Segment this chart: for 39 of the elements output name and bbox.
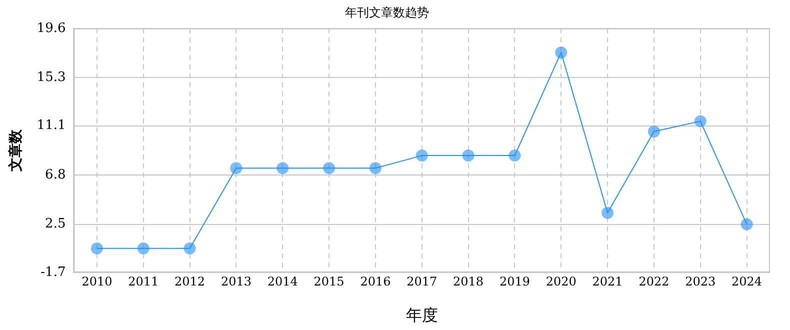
point (184, 242, 196, 254)
y-tick-label: 15.3 (36, 70, 66, 86)
point (369, 162, 382, 174)
y-tick-label: -1.7 (40, 264, 66, 280)
x-tick-label: 2014 (267, 274, 298, 289)
x-tick-label: 2012 (174, 274, 206, 289)
x-tick-label: 2023 (685, 274, 716, 289)
x-tick-label: 2022 (638, 274, 670, 289)
x-tick-label: 2010 (82, 274, 112, 289)
point (462, 150, 474, 162)
x-tick-label: 2021 (592, 274, 623, 289)
point (508, 150, 521, 162)
point (137, 242, 150, 254)
point (276, 162, 289, 174)
y-tick-label: 6.8 (45, 167, 66, 182)
x-tick-label: 2013 (220, 274, 252, 289)
y-axis-title: 文章数 (7, 128, 24, 172)
point (230, 162, 242, 174)
y-tick-label: 2.5 (45, 216, 66, 232)
point (90, 242, 103, 254)
point (555, 46, 568, 58)
x-tick-label: 2020 (546, 274, 576, 289)
x-tick-label: 2019 (499, 274, 530, 289)
point (602, 206, 614, 219)
y-tick-label: 11.1 (36, 118, 66, 134)
x-tick-label: 2018 (453, 274, 484, 289)
x-axis-title: 年度 (406, 306, 438, 325)
x-tick-label: 2015 (314, 274, 344, 289)
x-tick-label: 2017 (406, 274, 438, 289)
point (694, 115, 706, 128)
x-tick-label: 2016 (360, 274, 391, 289)
point (323, 162, 336, 174)
chart-title: 年刊文章数趋势 (345, 5, 429, 20)
point (648, 126, 660, 138)
point (740, 218, 753, 230)
x-tick-label: 2024 (732, 274, 762, 289)
point (416, 150, 428, 162)
x-tick-label: 2011 (128, 274, 159, 289)
y-tick-label: 19.6 (36, 20, 66, 36)
